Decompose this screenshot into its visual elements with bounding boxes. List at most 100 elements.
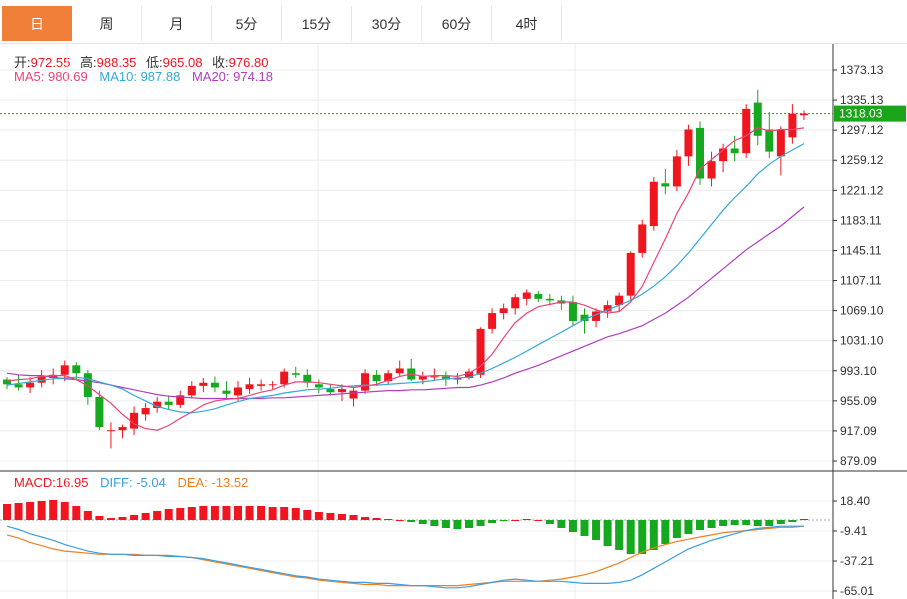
candle-body (291, 373, 300, 375)
macd-bar (291, 508, 300, 520)
period-tabs: 日 周 月 5分 15分 30分 60分 4时 (0, 0, 907, 44)
macd-bar (568, 520, 577, 532)
candle-body (49, 374, 58, 378)
macd-bar (488, 520, 497, 523)
candle-body (488, 313, 497, 329)
price-tick-label: 1335.13 (840, 93, 884, 107)
macd-bar (742, 520, 751, 525)
candle-body (592, 311, 601, 321)
candle-body (603, 305, 612, 312)
macd-bar (441, 520, 450, 528)
candlestick-chart: 1373.13 1335.13 1297.12 1259.12 1221.12 1183.… (0, 44, 907, 599)
macd-bar (545, 520, 554, 524)
tab-month[interactable]: 月 (142, 6, 212, 41)
candle-body (314, 384, 323, 388)
candle-body (176, 395, 185, 405)
macd-bar (245, 506, 254, 520)
candle-body (37, 376, 46, 383)
macd-bar (349, 515, 358, 520)
price-tick-label: 1259.12 (840, 153, 884, 167)
candle-body (3, 379, 11, 385)
macd-bar (638, 520, 647, 554)
macd-bar (719, 520, 728, 526)
candle-body (776, 129, 785, 157)
tab-week[interactable]: 周 (72, 6, 142, 41)
ma5-line (6, 127, 805, 431)
candle-body (106, 430, 115, 432)
tab-5min[interactable]: 5分 (212, 6, 282, 41)
macd-bar (684, 520, 693, 534)
macd-tick-label: -9.41 (840, 524, 868, 538)
macd-tick-label: -65.01 (840, 584, 874, 598)
candle-body (626, 252, 635, 296)
candle-body (742, 108, 751, 154)
macd-bar (395, 520, 404, 521)
macd-bar (615, 520, 624, 550)
candle-body (453, 377, 462, 380)
macd-bar (753, 520, 762, 526)
macd-bar (199, 506, 208, 520)
price-tick-label: 1031.10 (840, 334, 884, 348)
candle-body (153, 401, 162, 409)
macd-bar (476, 520, 485, 526)
tab-60min[interactable]: 60分 (422, 6, 492, 41)
candle-body (26, 382, 35, 388)
macd-bar (776, 520, 785, 524)
candle-body (696, 127, 704, 179)
candle-body (638, 224, 647, 253)
macd-bar (83, 511, 92, 520)
ma20-value: 974.18 (233, 69, 273, 84)
price-tick-label: 1221.12 (840, 183, 884, 197)
ohlc-legend: 开:972.55 高:988.35 低:965.08 收:976.80 (14, 52, 268, 71)
tab-day[interactable]: 日 (2, 6, 72, 41)
macd-bar (661, 520, 670, 544)
tab-30min[interactable]: 30分 (352, 6, 422, 41)
macd-bar (696, 520, 704, 530)
macd-bar (649, 520, 658, 550)
macd-bar (372, 518, 381, 520)
candle-body (164, 401, 173, 405)
macd-bar (430, 520, 439, 526)
candle-body (130, 412, 139, 429)
macd-bar (118, 517, 127, 520)
candle-body (649, 181, 658, 227)
candle-body (337, 389, 346, 393)
high-value: 988.35 (96, 55, 137, 70)
macd-bar (37, 501, 46, 520)
macd-bar (210, 506, 219, 520)
macd-bar (418, 520, 427, 524)
candle-body (187, 385, 196, 396)
macd-bar (361, 517, 370, 520)
candle-body (326, 389, 335, 393)
price-tick-label: 879.09 (840, 454, 877, 468)
macd-tick-label: 18.40 (840, 494, 870, 508)
macd-label: MACD: (14, 475, 56, 490)
macd-bar (672, 520, 681, 538)
tab-15min[interactable]: 15分 (282, 6, 352, 41)
tab-4hour[interactable]: 4时 (492, 6, 562, 41)
macd-bar (153, 511, 162, 520)
macd-tick-label: -37.21 (840, 554, 874, 568)
macd-bar (222, 506, 231, 520)
macd-bar (141, 513, 150, 520)
candle-body (83, 373, 92, 397)
low-value: 965.08 (162, 55, 203, 70)
candle-body (430, 376, 439, 378)
ma20-label: MA20: (191, 69, 230, 84)
price-tick-label: 1107.11 (840, 274, 882, 288)
macd-bar (314, 512, 323, 520)
macd-bar (3, 504, 11, 520)
macd-bar (580, 520, 589, 536)
open-value: 972.55 (30, 55, 71, 70)
close-value: 976.80 (228, 55, 269, 70)
high-label: 高: (80, 55, 97, 70)
candle-body (441, 376, 450, 380)
candle-body (753, 102, 762, 136)
macd-bar (557, 520, 566, 528)
candle-body (349, 390, 358, 399)
macd-bar (707, 520, 716, 528)
candle-body (707, 161, 716, 179)
candle-body (661, 183, 670, 187)
candle-body (268, 384, 277, 386)
candle-body (568, 301, 577, 321)
